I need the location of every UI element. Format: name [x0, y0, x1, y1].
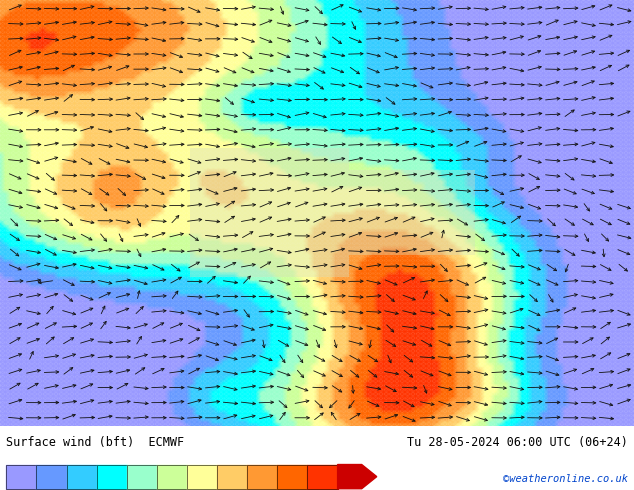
Text: ©weatheronline.co.uk: ©weatheronline.co.uk: [503, 474, 628, 484]
Bar: [187, 465, 217, 489]
FancyArrow shape: [6, 465, 36, 489]
Text: Tu 28-05-2024 06:00 UTC (06+24): Tu 28-05-2024 06:00 UTC (06+24): [407, 436, 628, 449]
FancyArrow shape: [67, 465, 96, 489]
Bar: [6, 465, 36, 489]
Bar: [307, 465, 337, 489]
FancyArrow shape: [217, 465, 247, 489]
Bar: [127, 465, 157, 489]
FancyArrow shape: [36, 465, 67, 489]
FancyArrow shape: [307, 465, 337, 489]
FancyArrow shape: [247, 465, 277, 489]
FancyArrow shape: [96, 465, 127, 489]
FancyArrow shape: [277, 465, 307, 489]
Bar: [217, 465, 247, 489]
Bar: [157, 465, 187, 489]
Bar: [247, 465, 277, 489]
Bar: [277, 465, 307, 489]
FancyArrow shape: [127, 465, 157, 489]
Bar: [96, 465, 127, 489]
FancyArrow shape: [157, 465, 187, 489]
Bar: [36, 465, 67, 489]
Text: Surface wind (bft)  ECMWF: Surface wind (bft) ECMWF: [6, 436, 184, 449]
FancyArrow shape: [187, 465, 217, 489]
Bar: [67, 465, 96, 489]
FancyArrow shape: [337, 465, 377, 489]
